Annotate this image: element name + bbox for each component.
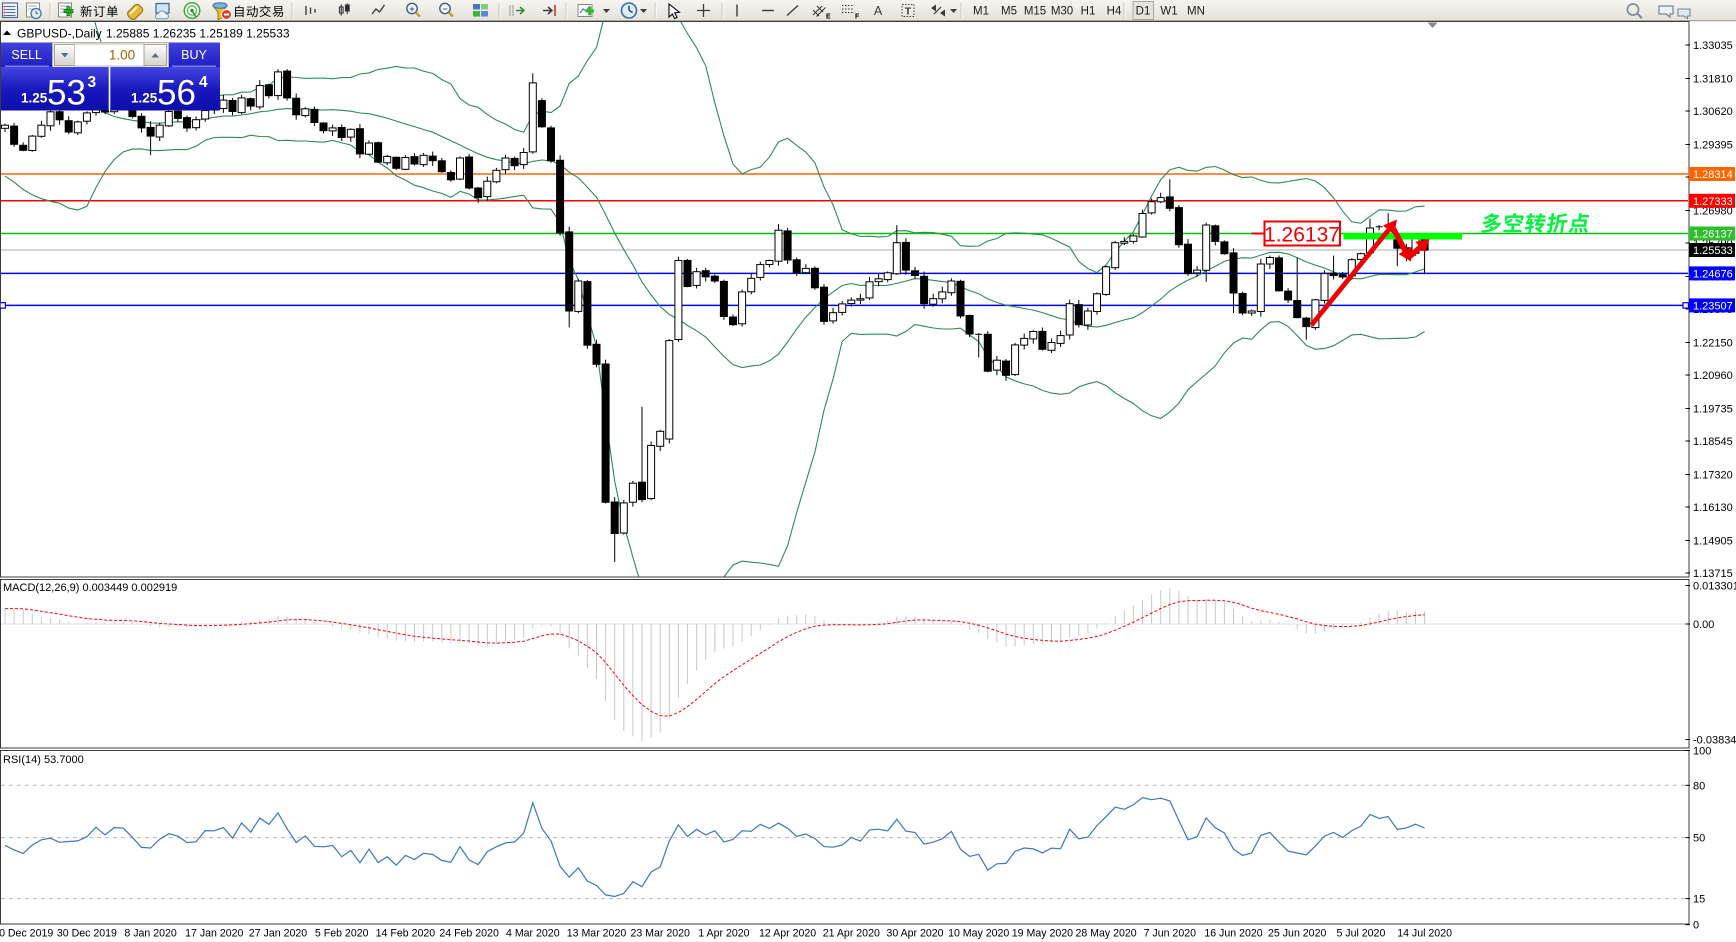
svg-text:−: − (442, 4, 447, 14)
svg-text:8 Jan 2020: 8 Jan 2020 (124, 928, 177, 940)
svg-text:16 Jun 2020: 16 Jun 2020 (1204, 928, 1262, 940)
svg-text:1.17320: 1.17320 (1693, 470, 1733, 482)
svg-text:1 Apr 2020: 1 Apr 2020 (698, 928, 749, 940)
svg-text:E: E (826, 14, 831, 21)
svg-text:1.29395: 1.29395 (1693, 140, 1733, 152)
svg-text:1.30620: 1.30620 (1693, 106, 1733, 118)
svg-text:1.26137: 1.26137 (1264, 224, 1340, 247)
svg-text:30 Apr 2020: 30 Apr 2020 (886, 928, 943, 940)
svg-text:1.23507: 1.23507 (1693, 301, 1733, 313)
svg-text:-0.038343: -0.038343 (1693, 735, 1736, 747)
svg-text:0: 0 (1693, 920, 1699, 932)
svg-text:+: + (409, 4, 414, 14)
svg-text:24 Feb 2020: 24 Feb 2020 (439, 928, 499, 940)
svg-text:BUY: BUY (181, 48, 207, 62)
svg-text:53: 53 (47, 74, 86, 113)
svg-text:12 Apr 2020: 12 Apr 2020 (759, 928, 816, 940)
svg-text:1.18545: 1.18545 (1693, 436, 1733, 448)
svg-text:1.26980: 1.26980 (1693, 206, 1733, 218)
svg-text:1.28314: 1.28314 (1693, 169, 1733, 181)
svg-text:M15: M15 (1024, 6, 1046, 18)
svg-text:F: F (855, 14, 860, 21)
svg-text:1.25533: 1.25533 (1693, 245, 1733, 257)
svg-text:1.00: 1.00 (109, 48, 135, 63)
svg-text:14 Jul 2020: 14 Jul 2020 (1397, 928, 1452, 940)
svg-text:7 Jun 2020: 7 Jun 2020 (1144, 928, 1197, 940)
svg-text:56: 56 (157, 74, 196, 113)
svg-text:M5: M5 (1001, 6, 1017, 18)
svg-text:100: 100 (1693, 746, 1711, 758)
svg-text:MN: MN (1187, 6, 1205, 18)
svg-text:5 Jul 2020: 5 Jul 2020 (1336, 928, 1385, 940)
svg-text:4 Mar 2020: 4 Mar 2020 (506, 928, 560, 940)
svg-text:1.31810: 1.31810 (1693, 74, 1733, 86)
svg-text:10 May 2020: 10 May 2020 (948, 928, 1009, 940)
svg-text:T: T (905, 6, 912, 18)
svg-text:RSI(14) 53.7000: RSI(14) 53.7000 (3, 754, 84, 766)
svg-text:1.25: 1.25 (131, 91, 158, 106)
svg-text:14 Feb 2020: 14 Feb 2020 (376, 928, 436, 940)
svg-text:4: 4 (199, 74, 208, 91)
svg-text:GBPUSD-,Daily: GBPUSD-,Daily (17, 27, 102, 41)
svg-text:M1: M1 (973, 6, 989, 18)
svg-text:1.33035: 1.33035 (1693, 40, 1733, 52)
svg-text:19 May 2020: 19 May 2020 (1012, 928, 1073, 940)
svg-text:W1: W1 (1160, 6, 1177, 18)
svg-text:27 Jan 2020: 27 Jan 2020 (249, 928, 307, 940)
svg-text:1.22150: 1.22150 (1693, 338, 1733, 350)
svg-text:M30: M30 (1051, 6, 1073, 18)
svg-text:21 Apr 2020: 21 Apr 2020 (823, 928, 880, 940)
svg-text:1.26137: 1.26137 (1693, 229, 1733, 241)
svg-text:H1: H1 (1081, 6, 1096, 18)
svg-text:1.25885 1.26235 1.25189 1.2553: 1.25885 1.26235 1.25189 1.25533 (106, 27, 290, 41)
svg-text:D1: D1 (1136, 6, 1151, 18)
svg-text:25 Jun 2020: 25 Jun 2020 (1268, 928, 1326, 940)
svg-text:1.24676: 1.24676 (1693, 269, 1733, 281)
svg-text:A: A (874, 4, 883, 18)
svg-text:1.25: 1.25 (21, 91, 48, 106)
svg-text:0.00: 0.00 (1693, 619, 1714, 631)
svg-text:MACD(12,26,9) 0.003449 0.00291: MACD(12,26,9) 0.003449 0.002919 (3, 582, 177, 594)
svg-text:5 Feb 2020: 5 Feb 2020 (315, 928, 369, 940)
svg-text:20 Dec 2019: 20 Dec 2019 (0, 928, 53, 940)
svg-text:H4: H4 (1107, 6, 1122, 18)
svg-text:30 Dec 2019: 30 Dec 2019 (57, 928, 117, 940)
svg-text:23 Mar 2020: 23 Mar 2020 (630, 928, 690, 940)
svg-text:SELL: SELL (11, 48, 42, 62)
svg-text:3: 3 (88, 74, 97, 91)
svg-text:1.19735: 1.19735 (1693, 404, 1733, 416)
svg-text:0.013301: 0.013301 (1693, 581, 1736, 593)
svg-text:28 May 2020: 28 May 2020 (1075, 928, 1136, 940)
svg-text:50: 50 (1693, 833, 1705, 845)
svg-text:1.13715: 1.13715 (1693, 568, 1733, 580)
svg-text:13 Mar 2020: 13 Mar 2020 (567, 928, 627, 940)
svg-text:15: 15 (1693, 894, 1705, 906)
svg-text:80: 80 (1693, 780, 1705, 792)
svg-text:1.14905: 1.14905 (1693, 536, 1733, 548)
svg-text:1.16130: 1.16130 (1693, 502, 1733, 514)
svg-text:17 Jan 2020: 17 Jan 2020 (185, 928, 243, 940)
svg-text:1.20960: 1.20960 (1693, 370, 1733, 382)
svg-text:1.27333: 1.27333 (1693, 196, 1733, 208)
